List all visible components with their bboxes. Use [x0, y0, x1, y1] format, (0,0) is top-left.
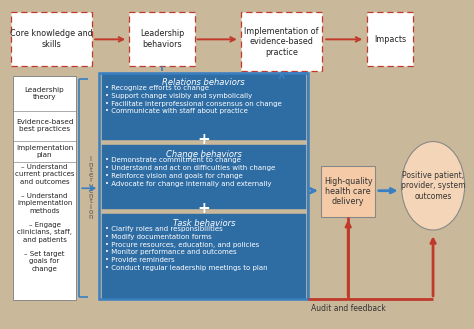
- Text: Impacts: Impacts: [374, 35, 406, 44]
- Text: Task behaviors: Task behaviors: [173, 218, 235, 228]
- FancyBboxPatch shape: [13, 76, 76, 300]
- Text: • Demonstrate commitment to change
• Understand and act on difficulties with cha: • Demonstrate commitment to change • Und…: [105, 157, 275, 187]
- Text: High-quality
health care
delivery: High-quality health care delivery: [324, 177, 373, 206]
- Text: Implementation of
evidence-based
practice: Implementation of evidence-based practic…: [245, 27, 319, 57]
- FancyBboxPatch shape: [366, 12, 413, 66]
- Text: i
n
t
e
r
v
e
n
t
i
o
n: i n t e r v e n t i o n: [89, 156, 93, 220]
- Text: Audit and feedback: Audit and feedback: [310, 304, 385, 314]
- Text: Leadership
behaviors: Leadership behaviors: [140, 30, 184, 49]
- FancyBboxPatch shape: [101, 145, 306, 209]
- Text: Implementation
plan: Implementation plan: [16, 145, 73, 158]
- FancyBboxPatch shape: [101, 73, 306, 140]
- Text: Core knowledge and
skills: Core knowledge and skills: [10, 30, 93, 49]
- FancyBboxPatch shape: [11, 12, 92, 66]
- Text: Evidence-based
best practices: Evidence-based best practices: [16, 119, 73, 133]
- Text: Change behaviors: Change behaviors: [166, 150, 242, 159]
- FancyBboxPatch shape: [129, 12, 194, 66]
- Text: Leadership
theory: Leadership theory: [25, 87, 64, 100]
- Text: Relations behaviors: Relations behaviors: [163, 78, 245, 87]
- Text: • Recognize efforts to change
• Support change visibly and symbolically
• Facili: • Recognize efforts to change • Support …: [105, 85, 282, 114]
- FancyBboxPatch shape: [241, 12, 322, 71]
- Text: +: +: [198, 132, 210, 147]
- Ellipse shape: [401, 141, 465, 230]
- FancyBboxPatch shape: [321, 166, 375, 217]
- Text: +: +: [198, 201, 210, 216]
- Text: • Clarify roles and responsibilities
• Modify documentation forms
• Procure reso: • Clarify roles and responsibilities • M…: [105, 226, 268, 271]
- Text: – Understand
current practices
and outcomes

– Understand
implementation
methods: – Understand current practices and outco…: [15, 164, 74, 271]
- FancyBboxPatch shape: [101, 214, 306, 299]
- Text: Positive patient,
provider, system
outcomes: Positive patient, provider, system outco…: [401, 171, 465, 201]
